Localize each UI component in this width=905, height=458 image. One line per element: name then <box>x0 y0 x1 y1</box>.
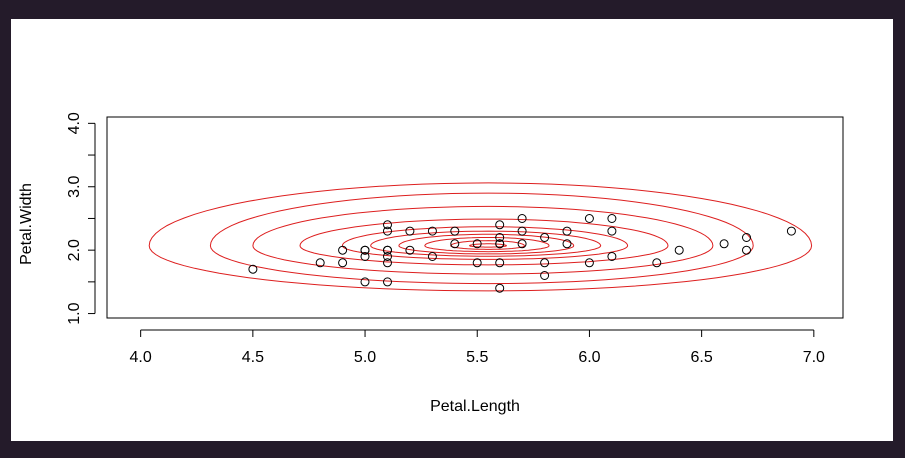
x-tick-label: 5.5 <box>466 349 488 366</box>
data-point <box>383 220 392 230</box>
contour-scatter-chart: 4.0 4.5 5.0 5.5 6.0 6.5 7.0 1.0 2.0 3.0 4.0 Petal… <box>18 112 844 415</box>
data-point <box>786 226 796 236</box>
x-tick-label: 6.5 <box>691 349 713 366</box>
contour-line-9 <box>209 192 754 285</box>
data-point <box>360 277 370 287</box>
contour-line-7 <box>299 218 669 266</box>
x-tick-label: 6.0 <box>578 349 600 366</box>
data-point <box>674 245 684 255</box>
data-point <box>540 271 550 280</box>
data-point <box>472 258 482 268</box>
x-axis-title: Petal.Length <box>430 398 520 415</box>
contour-line-2 <box>450 240 525 250</box>
y-tick-label: 3.0 <box>66 175 83 197</box>
x-tick-label: 4.5 <box>242 349 264 366</box>
data-point <box>360 245 370 255</box>
data-point <box>495 220 505 230</box>
data-point <box>338 258 348 268</box>
data-point <box>338 245 348 255</box>
contour-line-8 <box>252 205 714 275</box>
data-point <box>540 258 550 268</box>
data-point <box>584 214 594 223</box>
data-point <box>472 239 482 249</box>
data-point <box>360 252 370 261</box>
contour-line-1 <box>468 243 507 248</box>
data-point <box>383 226 392 236</box>
data-point <box>495 283 505 293</box>
data-point <box>742 245 751 255</box>
y-tick-label: 2.0 <box>66 239 83 261</box>
data-point <box>540 233 550 242</box>
data-point <box>315 258 325 268</box>
data-point <box>562 239 572 249</box>
data-point <box>383 258 392 268</box>
data-point <box>427 226 437 236</box>
y-axis: 1.0 2.0 3.0 4.0 <box>66 112 96 325</box>
data-point <box>248 264 258 274</box>
data-point <box>405 245 415 255</box>
data-point <box>607 252 617 261</box>
x-tick-label: 5.0 <box>354 349 376 366</box>
data-point <box>450 239 460 249</box>
data-point <box>562 226 572 236</box>
data-point <box>383 252 392 261</box>
contour-line-3 <box>424 237 550 253</box>
data-point <box>495 239 505 249</box>
data-point <box>607 214 617 223</box>
data-point <box>517 214 527 223</box>
data-point <box>742 233 751 242</box>
data-point <box>383 277 392 287</box>
data-point <box>405 226 415 236</box>
plot-box <box>106 116 844 319</box>
data-point <box>495 258 505 268</box>
contour-line-10 <box>148 182 813 292</box>
y-tick-label: 4.0 <box>66 112 83 134</box>
data-point <box>607 226 617 236</box>
y-axis-title: Petal.Width <box>18 183 35 265</box>
y-tick-label: 1.0 <box>66 302 83 324</box>
point-layer <box>248 214 796 293</box>
x-tick-label: 4.0 <box>130 349 152 366</box>
data-point <box>584 258 594 268</box>
data-point <box>383 245 392 255</box>
data-point <box>652 258 662 268</box>
data-point <box>427 252 437 261</box>
data-point <box>450 226 460 236</box>
x-tick-label: 7.0 <box>803 349 825 366</box>
contour-layer <box>148 182 813 292</box>
x-axis: 4.0 4.5 5.0 5.5 6.0 6.5 7.0 <box>130 329 825 366</box>
data-point <box>495 233 505 242</box>
data-point <box>719 239 729 249</box>
contour-line-4 <box>398 233 575 255</box>
data-point <box>517 226 527 236</box>
contour-line-6 <box>341 226 629 260</box>
plot-frame: 4.0 4.5 5.0 5.5 6.0 6.5 7.0 1.0 2.0 3.0 4.0 Petal… <box>11 19 893 441</box>
data-point <box>517 239 527 249</box>
